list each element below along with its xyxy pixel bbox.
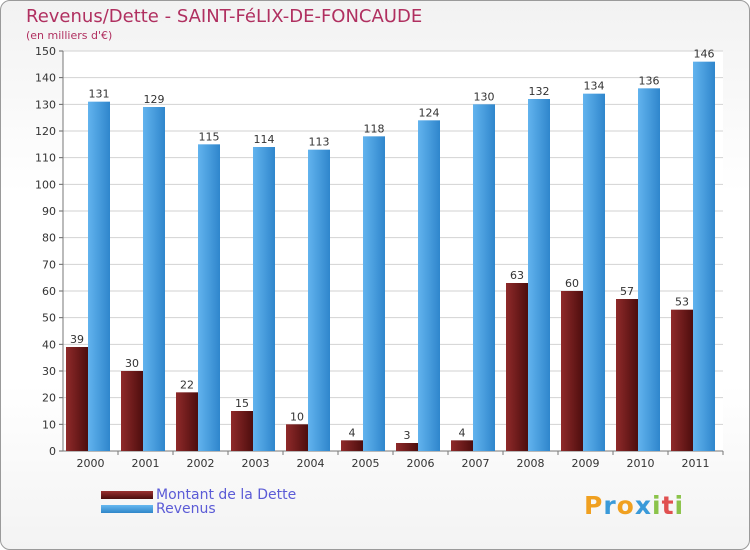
data-label-dette: 22	[180, 378, 194, 391]
bar-revenus	[363, 136, 385, 452]
data-label-revenus: 131	[89, 88, 110, 101]
bar-dette	[176, 392, 198, 451]
bar-revenus	[253, 147, 275, 451]
y-tick-label: 110	[35, 152, 56, 165]
data-label-dette: 3	[404, 429, 411, 442]
x-tick-label: 2010	[627, 457, 655, 470]
data-label-dette: 30	[125, 357, 139, 370]
data-label-dette: 4	[349, 426, 356, 439]
y-tick-label: 100	[35, 178, 56, 191]
data-label-dette: 60	[565, 277, 579, 290]
y-tick-label: 130	[35, 98, 56, 111]
bar-dette	[616, 299, 638, 451]
proxiti-logo-letter: i	[674, 491, 685, 520]
x-tick-label: 2001	[132, 457, 160, 470]
bar-revenus	[418, 120, 440, 451]
data-label-revenus: 132	[529, 85, 550, 98]
legend-item-revenus: Revenus	[101, 501, 216, 517]
bar-dette	[66, 347, 88, 451]
data-label-dette: 57	[620, 285, 634, 298]
x-tick-label: 2000	[77, 457, 105, 470]
bar-dette	[671, 309, 693, 451]
y-tick-label: 50	[42, 312, 56, 325]
bar-dette	[396, 443, 418, 451]
x-tick-label: 2008	[517, 457, 545, 470]
y-tick-label: 20	[42, 392, 56, 405]
bar-revenus	[528, 99, 550, 451]
y-tick-label: 70	[42, 258, 56, 271]
legend-item-dette: Montant de la Dette	[101, 487, 296, 503]
y-tick-label: 140	[35, 72, 56, 85]
y-tick-label: 150	[35, 45, 56, 58]
legend-label-revenus: Revenus	[156, 501, 216, 517]
x-tick-label: 2006	[407, 457, 435, 470]
data-label-revenus: 136	[639, 74, 660, 87]
x-tick-label: 2009	[572, 457, 600, 470]
bar-revenus	[308, 149, 330, 451]
proxiti-logo-letter: i	[652, 491, 662, 520]
bar-dette	[341, 440, 363, 451]
data-label-dette: 63	[510, 269, 524, 282]
data-label-dette: 53	[675, 296, 689, 309]
chart-subtitle: (en milliers d'€)	[26, 29, 113, 42]
bar-dette	[451, 440, 473, 451]
data-label-revenus: 114	[254, 133, 275, 146]
data-label-revenus: 146	[694, 48, 715, 61]
y-tick-label: 80	[42, 232, 56, 245]
proxiti-logo: Proxiti	[584, 491, 684, 520]
legend-label-dette: Montant de la Dette	[156, 487, 297, 503]
data-label-revenus: 115	[199, 130, 220, 143]
x-tick-label: 2005	[352, 457, 380, 470]
bar-revenus	[143, 107, 165, 451]
y-tick-label: 10	[42, 418, 56, 431]
x-tick-label: 2002	[187, 457, 215, 470]
data-label-revenus: 130	[474, 90, 495, 103]
proxiti-logo-letter: t	[661, 491, 675, 520]
data-label-dette: 15	[235, 397, 249, 410]
bar-revenus	[693, 61, 715, 452]
proxiti-logo-letter: P	[584, 491, 604, 520]
bar-dette	[286, 424, 308, 451]
proxiti-logo-letter: r	[603, 491, 617, 520]
y-tick-label: 120	[35, 125, 56, 138]
y-tick-label: 60	[42, 285, 56, 298]
data-label-revenus: 124	[419, 106, 440, 119]
x-tick-label: 2003	[242, 457, 270, 470]
x-tick-label: 2007	[462, 457, 490, 470]
x-tick-label: 2004	[297, 457, 325, 470]
plot-background	[63, 51, 723, 451]
bar-revenus	[583, 93, 605, 452]
data-label-revenus: 134	[584, 80, 605, 93]
bar-dette	[231, 411, 253, 451]
bar-revenus	[638, 88, 660, 451]
chart-title: Revenus/Dette - SAINT-FéLIX-DE-FONCAUDE	[26, 6, 423, 27]
y-tick-label: 40	[42, 338, 56, 351]
bar-revenus	[198, 144, 220, 452]
data-label-dette: 10	[290, 410, 304, 423]
data-label-dette: 39	[70, 333, 84, 346]
bar-revenus	[473, 104, 495, 451]
proxiti-logo-letter: o	[616, 491, 635, 520]
y-tick-label: 0	[49, 445, 56, 458]
y-tick-label: 30	[42, 365, 56, 378]
y-tick-label: 90	[42, 205, 56, 218]
bar-dette	[506, 283, 528, 451]
data-label-revenus: 129	[144, 93, 165, 106]
bar-dette	[121, 371, 143, 451]
x-tick-label: 2011	[682, 457, 710, 470]
data-label-revenus: 118	[364, 122, 385, 135]
legend-swatch-dette	[101, 491, 153, 499]
bar-revenus	[88, 101, 110, 452]
legend-swatch-revenus	[101, 505, 153, 513]
data-label-dette: 4	[459, 426, 466, 439]
bar-dette	[561, 291, 583, 451]
data-label-revenus: 113	[309, 136, 330, 149]
proxiti-logo-letter: x	[634, 491, 652, 520]
